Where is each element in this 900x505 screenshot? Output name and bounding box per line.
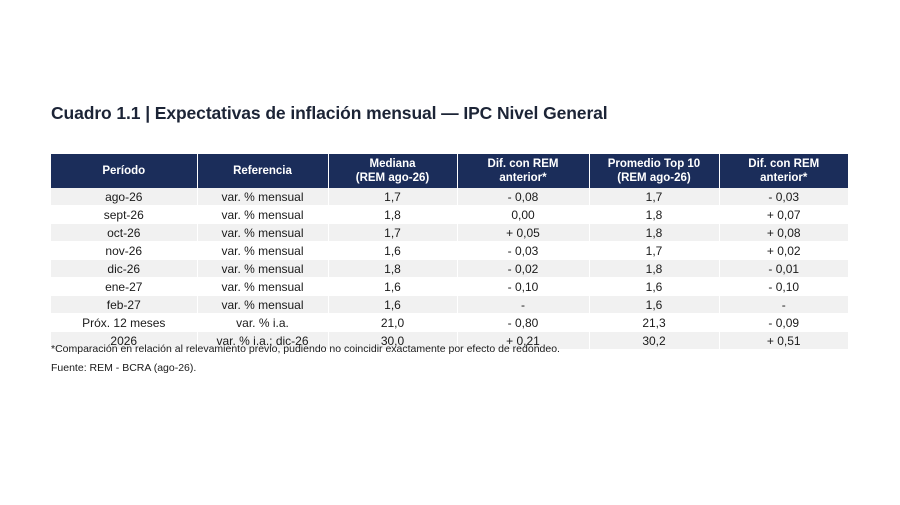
cell-diff-top10: - 0,01: [718, 259, 848, 278]
inflation-expectations-table: Período Referencia Mediana (REM ago-26) Dif.…: [51, 154, 848, 350]
column-header-median: Mediana (REM ago-26): [327, 154, 457, 188]
header-row: Período Referencia Mediana (REM ago-26) Dif.…: [51, 154, 848, 188]
cell-reference: var. % i.a.; dic-26: [196, 331, 328, 350]
cell-diff-top10: + 0,07: [718, 205, 848, 224]
cell-median: 1,6: [327, 277, 457, 296]
table-row: 2026 var. % i.a.; dic-26 30,0 + 0,21 30,2 + 0…: [51, 331, 848, 350]
cell-median: 1,6: [327, 295, 457, 314]
cell-diff-median: - 0,08: [456, 188, 589, 206]
cell-period: Próx. 12 meses: [51, 313, 197, 332]
cell-period: oct-26: [51, 223, 197, 242]
cell-diff-median: -: [456, 295, 589, 314]
cell-diff-median: - 0,02: [456, 259, 589, 278]
table-row: Próx. 12 meses var. % i.a. 21,0- 0,80 21,3-…: [51, 313, 848, 332]
column-header-line: anterior*: [499, 172, 547, 184]
column-header-line: Dif. con REM: [487, 158, 559, 170]
column-header-line: Promedio Top 10: [607, 158, 701, 170]
column-header-line: anterior*: [760, 172, 808, 184]
table-row: nov-26 var. % mensual 1,6- 0,03 1,7 + 0,02: [51, 241, 848, 260]
source-note: Fuente: REM - BCRA (ago-26).: [51, 362, 197, 374]
cell-top10-average: 1,6: [588, 277, 719, 296]
cell-diff-median: - 0,10: [456, 277, 589, 296]
cell-top10-average: 1,8: [588, 223, 719, 242]
cell-reference: var. % mensual: [196, 295, 328, 314]
table-row: sept-26 var. % mensual 1,8 0,00 1,8 + 0,07: [51, 205, 848, 224]
inflation-expectations-table-container: Período Referencia Mediana (REM ago-26) Dif.…: [51, 154, 848, 350]
table-row: ene-27 var. % mensual 1,6- 0,10 1,6- 0,10: [51, 277, 848, 296]
column-header-line: Referencia: [233, 165, 292, 177]
column-header-line: (REM ago-26): [617, 172, 691, 184]
cell-period: nov-26: [51, 241, 197, 260]
cell-diff-top10: + 0,02: [718, 241, 848, 260]
cell-top10-average: 1,7: [588, 241, 719, 260]
cell-period: sept-26: [51, 205, 197, 224]
cell-diff-median: - 0,03: [456, 241, 589, 260]
cell-reference: var. % i.a.: [196, 313, 328, 332]
column-header-line: (REM ago-26): [355, 172, 430, 184]
cell-period: 2026: [51, 331, 197, 350]
table-row: ago-26 var. % mensual 1,7- 0,08 1,7- 0,03: [51, 188, 848, 206]
cell-median: 1,7: [327, 223, 457, 242]
cell-period: dic-26: [51, 259, 197, 278]
cell-top10-average: 21,3: [588, 313, 719, 332]
cell-diff-top10: - 0,09: [718, 313, 848, 332]
cell-period: feb-27: [51, 295, 197, 314]
column-header-reference: Referencia: [196, 154, 328, 188]
cell-top10-average: 1,7: [588, 188, 719, 206]
column-header-period: Período: [51, 154, 197, 188]
column-header-line: Dif. con REM: [748, 158, 820, 170]
cell-diff-median: + 0,21: [456, 331, 589, 350]
cell-diff-top10: + 0,08: [718, 223, 848, 242]
cell-reference: var. % mensual: [196, 188, 328, 206]
cell-period: ago-26: [51, 188, 197, 206]
cell-reference: var. % mensual: [196, 259, 328, 278]
comparison-footnote: *Comparación en relación al relevamiento…: [51, 343, 560, 355]
cell-median: 1,8: [327, 205, 457, 224]
cell-top10-average: 30,2: [588, 331, 719, 350]
column-header-top10-average: Promedio Top 10 (REM ago-26): [588, 154, 719, 188]
column-header-diff-top10: Dif. con REM anterior*: [718, 154, 848, 188]
cell-diff-median: 0,00: [456, 205, 589, 224]
column-header-line: Período: [102, 165, 146, 177]
cell-diff-median: + 0,05: [456, 223, 589, 242]
cell-median: 1,7: [327, 188, 457, 206]
cell-diff-median: - 0,80: [456, 313, 589, 332]
cell-top10-average: 1,8: [588, 259, 719, 278]
cell-reference: var. % mensual: [196, 241, 328, 260]
cell-period: ene-27: [51, 277, 197, 296]
cell-reference: var. % mensual: [196, 223, 328, 242]
cell-diff-top10: - 0,03: [718, 188, 848, 206]
table-title: Cuadro 1.1 | Expectativas de inflación m…: [51, 103, 608, 123]
table-header: Período Referencia Mediana (REM ago-26) Dif.…: [51, 154, 848, 188]
cell-top10-average: 1,8: [588, 205, 719, 224]
table-row: oct-26 var. % mensual 1,7 + 0,05 1,8 + 0,08: [51, 223, 848, 242]
cell-diff-top10: -: [718, 295, 848, 314]
table-body: ago-26 var. % mensual 1,7- 0,08 1,7- 0,03 se…: [51, 188, 848, 350]
cell-reference: var. % mensual: [196, 205, 328, 224]
cell-median: 30,0: [327, 331, 457, 350]
column-header-diff-median: Dif. con REM anterior*: [456, 154, 589, 188]
table-row: feb-27 var. % mensual 1,6-1,6-: [51, 295, 848, 314]
cell-median: 21,0: [327, 313, 457, 332]
column-header-line: Mediana: [369, 158, 416, 170]
cell-median: 1,6: [327, 241, 457, 260]
cell-median: 1,8: [327, 259, 457, 278]
cell-diff-top10: + 0,51: [718, 331, 848, 350]
cell-top10-average: 1,6: [588, 295, 719, 314]
table-row: dic-26 var. % mensual 1,8- 0,02 1,8- 0,01: [51, 259, 848, 278]
cell-reference: var. % mensual: [196, 277, 328, 296]
cell-diff-top10: - 0,10: [718, 277, 848, 296]
